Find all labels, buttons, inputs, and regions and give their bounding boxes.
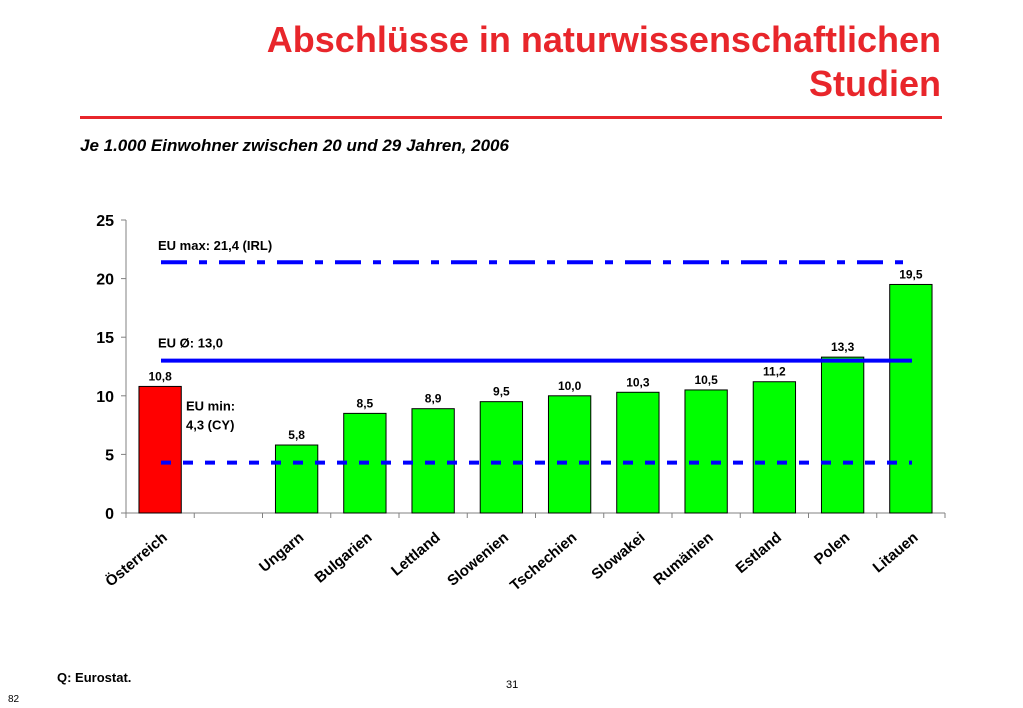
- x-tick-label: Lettland: [388, 529, 444, 580]
- bar: [752, 381, 797, 514]
- bar: [820, 356, 865, 514]
- x-tick-label: Bulgarien: [312, 529, 376, 586]
- title-line-2: Studien: [809, 63, 941, 104]
- chart-subtitle: Je 1.000 Einwohner zwischen 20 und 29 Ja…: [80, 136, 509, 155]
- y-tick-label: 15: [96, 330, 114, 347]
- x-tick-label: Slowakei: [588, 529, 648, 583]
- y-tick-label: 0: [105, 506, 114, 523]
- y-tick-label: 20: [96, 272, 114, 289]
- x-tick-label: Estland: [733, 529, 785, 577]
- data-label: 10,0: [558, 379, 582, 393]
- bar: [138, 385, 182, 514]
- data-label: 9,5: [493, 385, 510, 399]
- reference-line-label: 4,3 (CY): [186, 418, 234, 433]
- bar: [684, 389, 728, 514]
- bar: [274, 444, 319, 514]
- data-label: 5,8: [288, 428, 305, 442]
- bar: [889, 283, 933, 514]
- title-line-1: Abschlüsse in naturwissenschaftlichen: [266, 19, 941, 60]
- page-title: Abschlüsse in naturwissenschaftlichen St…: [267, 18, 941, 106]
- bar: [547, 395, 592, 514]
- data-label: 19,5: [899, 267, 923, 281]
- reference-line-label: EU Ø: 13,0: [158, 336, 223, 351]
- y-tick-label: 5: [105, 447, 114, 464]
- data-label: 10,3: [626, 375, 650, 389]
- data-label: 10,8: [148, 369, 172, 383]
- data-label: 11,2: [763, 365, 786, 379]
- x-tick-label: Litauen: [870, 529, 922, 576]
- reference-line-label: EU min:: [186, 399, 235, 414]
- x-tick-label: Polen: [811, 529, 853, 568]
- x-tick-label: Slowenien: [444, 529, 512, 590]
- x-tick-label: Österreich: [102, 529, 170, 590]
- bar: [616, 391, 660, 514]
- x-tick-label: Tschechien: [507, 529, 580, 594]
- bar: [479, 401, 524, 514]
- x-tick-label: Rumänien: [650, 529, 716, 589]
- reference-line-label: EU max: 21,4 (IRL): [158, 238, 272, 253]
- corner-number: 82: [8, 694, 20, 705]
- page-number: 31: [506, 679, 519, 691]
- y-tick-label: 10: [96, 389, 114, 406]
- data-label: 13,3: [831, 340, 855, 354]
- title-divider: [80, 116, 942, 119]
- source-note: Q: Eurostat.: [57, 670, 132, 685]
- x-tick-label: Ungarn: [256, 529, 307, 576]
- data-label: 8,9: [425, 392, 442, 406]
- data-label: 8,5: [357, 396, 374, 410]
- data-label: 10,5: [694, 373, 718, 387]
- y-tick-label: 25: [96, 213, 114, 230]
